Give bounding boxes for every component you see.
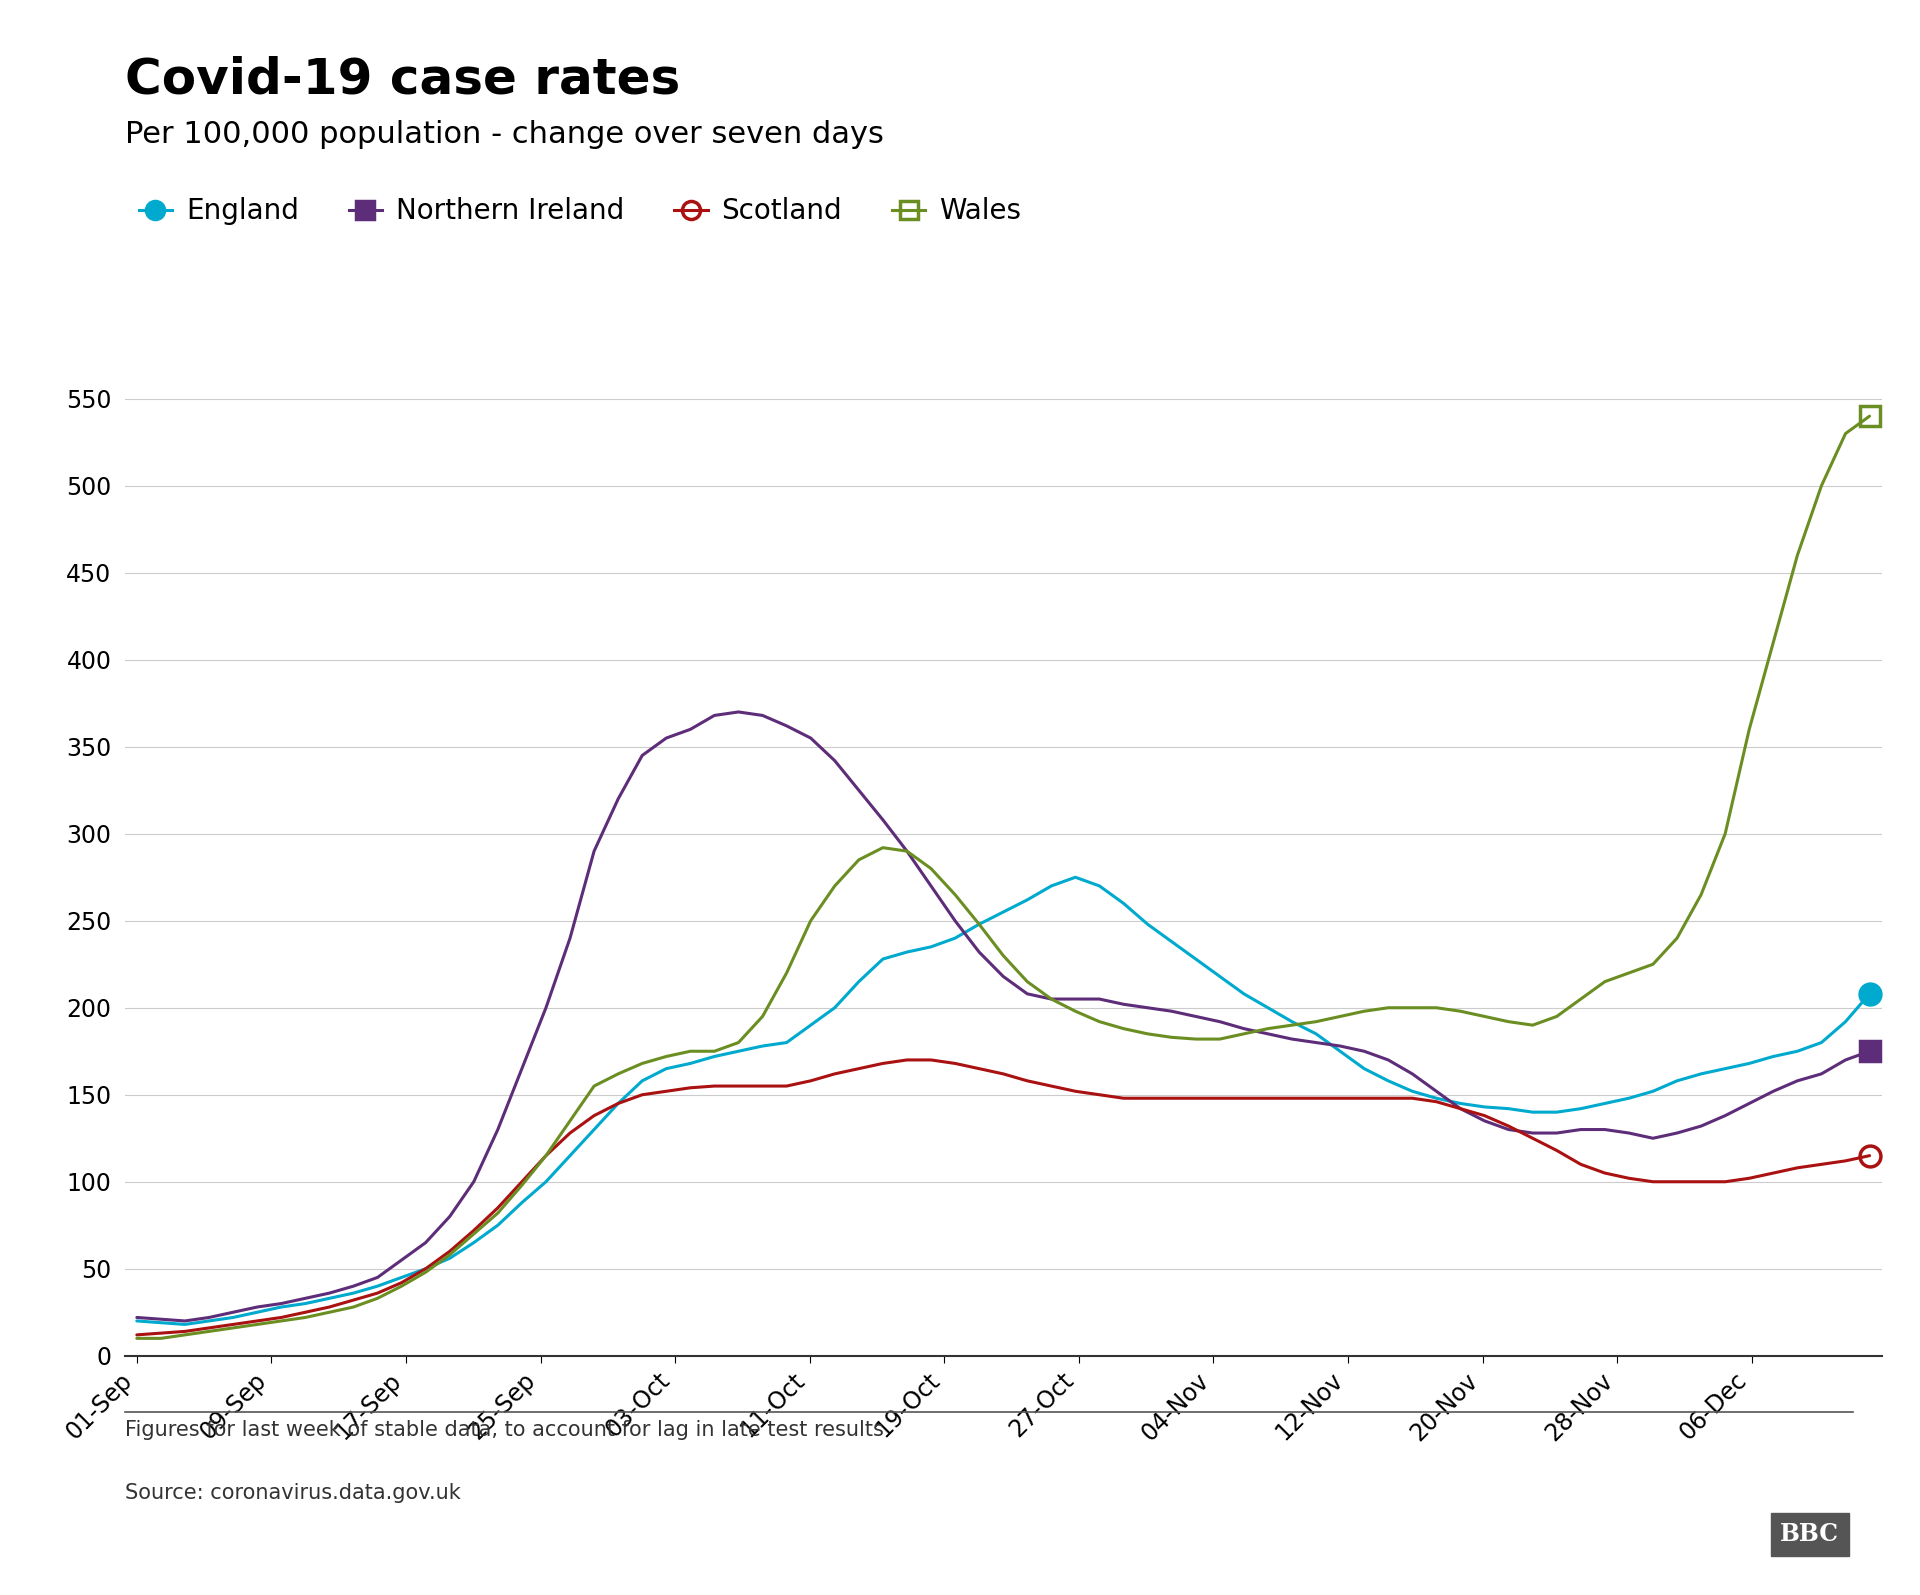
Text: Covid-19 case rates: Covid-19 case rates [125,56,680,104]
Legend: England, Northern Ireland, Scotland, Wales: England, Northern Ireland, Scotland, Wal… [138,198,1021,225]
Text: Figures for last week of stable data, to account for lag in late test results: Figures for last week of stable data, to… [125,1420,883,1440]
Text: Per 100,000 population - change over seven days: Per 100,000 population - change over sev… [125,120,883,148]
Text: Source: coronavirus.data.gov.uk: Source: coronavirus.data.gov.uk [125,1483,461,1504]
Text: BBC: BBC [1780,1522,1839,1547]
